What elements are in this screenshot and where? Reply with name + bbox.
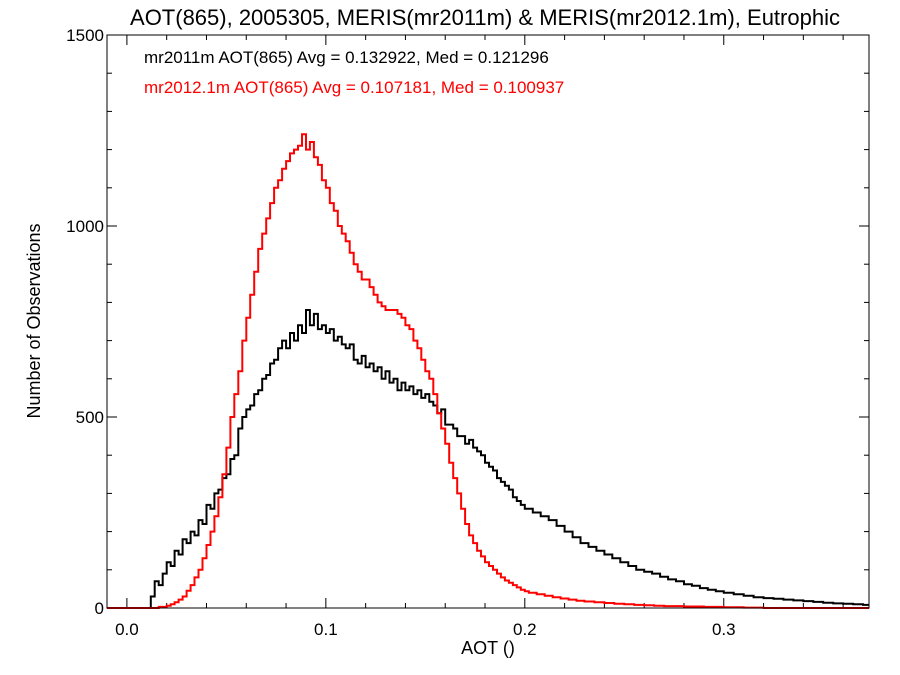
series-line-mr2011m [107,309,869,609]
legend-entry-mr2012-1m: mr2012.1m AOT(865) Avg = 0.107181, Med =… [144,78,564,97]
series-lines [107,133,869,609]
chart-title: AOT(865), 2005305, MERIS(mr2011m) & MERI… [130,5,840,30]
series-line-mr2012-1m [107,133,869,609]
x-tick-label: 0.1 [314,620,338,639]
y-tick-label: 1000 [66,217,104,236]
x-axis: 0.0 0.1 0.2 0.3 [115,35,844,639]
y-tick-label: 500 [76,408,104,427]
x-tick-label: 0.2 [513,620,537,639]
x-tick-label: 0.3 [712,620,736,639]
y-axis-label: Number of Observations [24,223,44,418]
y-axis: 0 500 1000 1500 [66,26,869,618]
x-tick-label: 0.0 [115,620,139,639]
x-axis-label: AOT () [461,638,515,658]
y-tick-label: 0 [95,599,104,618]
y-tick-label: 1500 [66,26,104,45]
plot-frame [106,34,870,609]
legend-entry-mr2011m: mr2011m AOT(865) Avg = 0.132922, Med = 0… [144,48,549,67]
